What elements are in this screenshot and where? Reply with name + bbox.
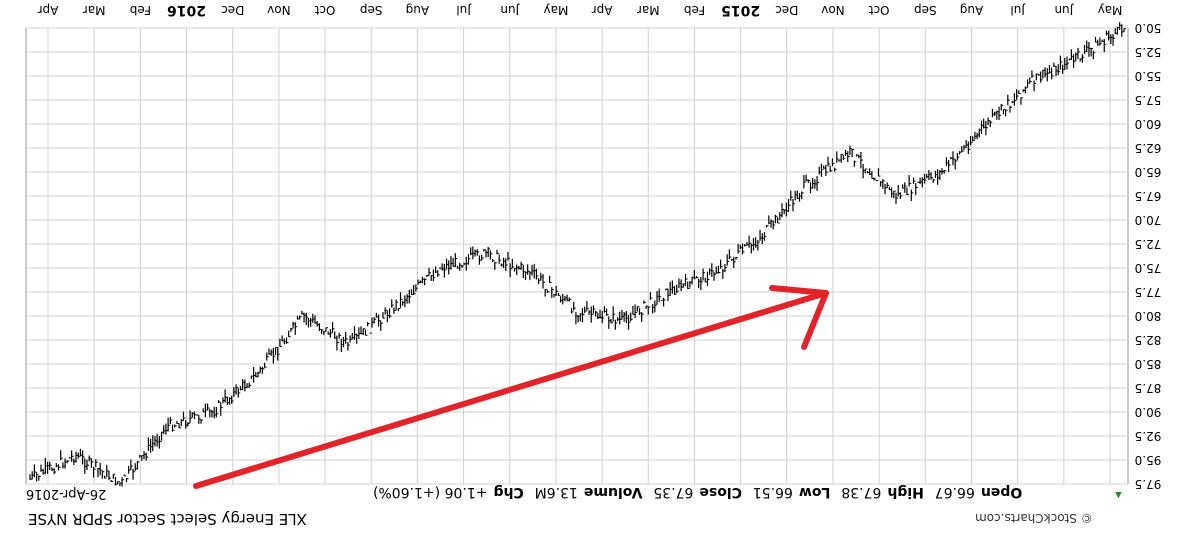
y-tick-label: 67.5 bbox=[1135, 189, 1162, 203]
x-axis-labels: May Jun Jul Aug Sep Oct Nov Dec 2015 Feb Mar Apr May… bbox=[38, 2, 1123, 18]
y-tick-label: 62.5 bbox=[1135, 141, 1162, 155]
y-tick-label: 60.0 bbox=[1135, 117, 1162, 131]
y-tick-label: 52.5 bbox=[1135, 45, 1162, 59]
volume-label: Volume bbox=[583, 484, 643, 500]
arrow-head bbox=[769, 285, 829, 350]
y-tick-label: 75.0 bbox=[1135, 261, 1162, 275]
x-tick-label: Jun bbox=[1054, 3, 1074, 17]
x-tick-label: Aug bbox=[960, 3, 983, 17]
close-value: 67.35 bbox=[653, 484, 694, 500]
x-tick-label: Mar bbox=[83, 3, 106, 17]
high-label: High bbox=[887, 484, 924, 500]
x-tick-label: Jul bbox=[1010, 3, 1025, 17]
x-tick-label: Jun bbox=[500, 3, 520, 17]
y-tick-label: 72.5 bbox=[1135, 237, 1162, 251]
date-label: 26-Apr-2016 bbox=[26, 486, 107, 501]
y-tick-label: 90.0 bbox=[1135, 405, 1162, 419]
x-tick-label: Apr bbox=[38, 3, 59, 17]
y-tick-label: 82.5 bbox=[1135, 333, 1162, 347]
x-tick-label: Nov bbox=[821, 3, 844, 17]
chart-grid bbox=[25, 27, 1129, 485]
x-tick-label: 2015 bbox=[721, 2, 760, 18]
x-tick-label: May bbox=[544, 3, 569, 17]
x-tick-label: Oct bbox=[868, 3, 889, 17]
x-tick-label: Mar bbox=[637, 3, 660, 17]
chg-value: +1.06 (+1.60%) bbox=[373, 484, 488, 500]
x-tick-label: Nov bbox=[267, 3, 290, 17]
y-tick-label: 55.0 bbox=[1135, 69, 1162, 83]
x-tick-label: Aug bbox=[406, 3, 429, 17]
low-label: Low bbox=[798, 484, 831, 500]
x-tick-label: Sep bbox=[360, 3, 383, 17]
watermark: © StockCharts.com bbox=[975, 511, 1093, 525]
open-label: Open bbox=[980, 484, 1023, 500]
y-tick-label: 92.5 bbox=[1135, 429, 1162, 443]
close-label: Close bbox=[699, 484, 742, 500]
y-tick-label: 80.0 bbox=[1135, 309, 1162, 323]
chg-label: Chg bbox=[493, 484, 524, 500]
y-tick-label: 57.5 bbox=[1135, 93, 1162, 107]
high-value: 67.38 bbox=[841, 484, 882, 500]
x-tick-label: Oct bbox=[314, 3, 335, 17]
price-bars bbox=[29, 22, 1126, 487]
x-tick-label: Jul bbox=[456, 3, 471, 17]
ohlc-stats: Open66.67 High67.38 Low66.51 Close67.35 … bbox=[370, 484, 1025, 500]
x-tick-label: Dec bbox=[775, 3, 798, 17]
chart-title: XLE Energy Select Sector SPDR NYSE bbox=[28, 510, 307, 528]
x-tick-label: Feb bbox=[684, 3, 705, 17]
y-tick-label: 95.0 bbox=[1135, 453, 1162, 467]
arrow-shaft bbox=[193, 290, 829, 489]
x-tick-label: 2016 bbox=[167, 2, 206, 18]
volume-value: 13.6M bbox=[534, 484, 578, 500]
y-tick-label: 65.0 bbox=[1135, 165, 1162, 179]
y-axis-labels: 50.0 52.5 55.0 57.5 60.0 62.5 65.0 67.5 70.0 72.5… bbox=[1135, 21, 1162, 491]
low-value: 66.51 bbox=[752, 484, 793, 500]
open-value: 66.67 bbox=[934, 484, 975, 500]
y-tick-label: 70.0 bbox=[1135, 213, 1162, 227]
trend-arrow bbox=[193, 285, 829, 489]
x-tick-label: Sep bbox=[914, 3, 937, 17]
x-tick-label: Dec bbox=[221, 3, 244, 17]
y-tick-label: 50.0 bbox=[1135, 21, 1162, 35]
y-tick-label: 87.5 bbox=[1135, 381, 1162, 395]
plot-frame bbox=[25, 27, 1129, 485]
x-tick-label: Apr bbox=[592, 3, 613, 17]
x-tick-label: May bbox=[1098, 3, 1123, 17]
change-down-triangle-icon: ▲ bbox=[1113, 489, 1124, 501]
y-tick-label: 77.5 bbox=[1135, 285, 1162, 299]
y-tick-label: 97.5 bbox=[1135, 477, 1162, 491]
y-tick-label: 85.0 bbox=[1135, 357, 1162, 371]
x-tick-label: Feb bbox=[130, 3, 151, 17]
